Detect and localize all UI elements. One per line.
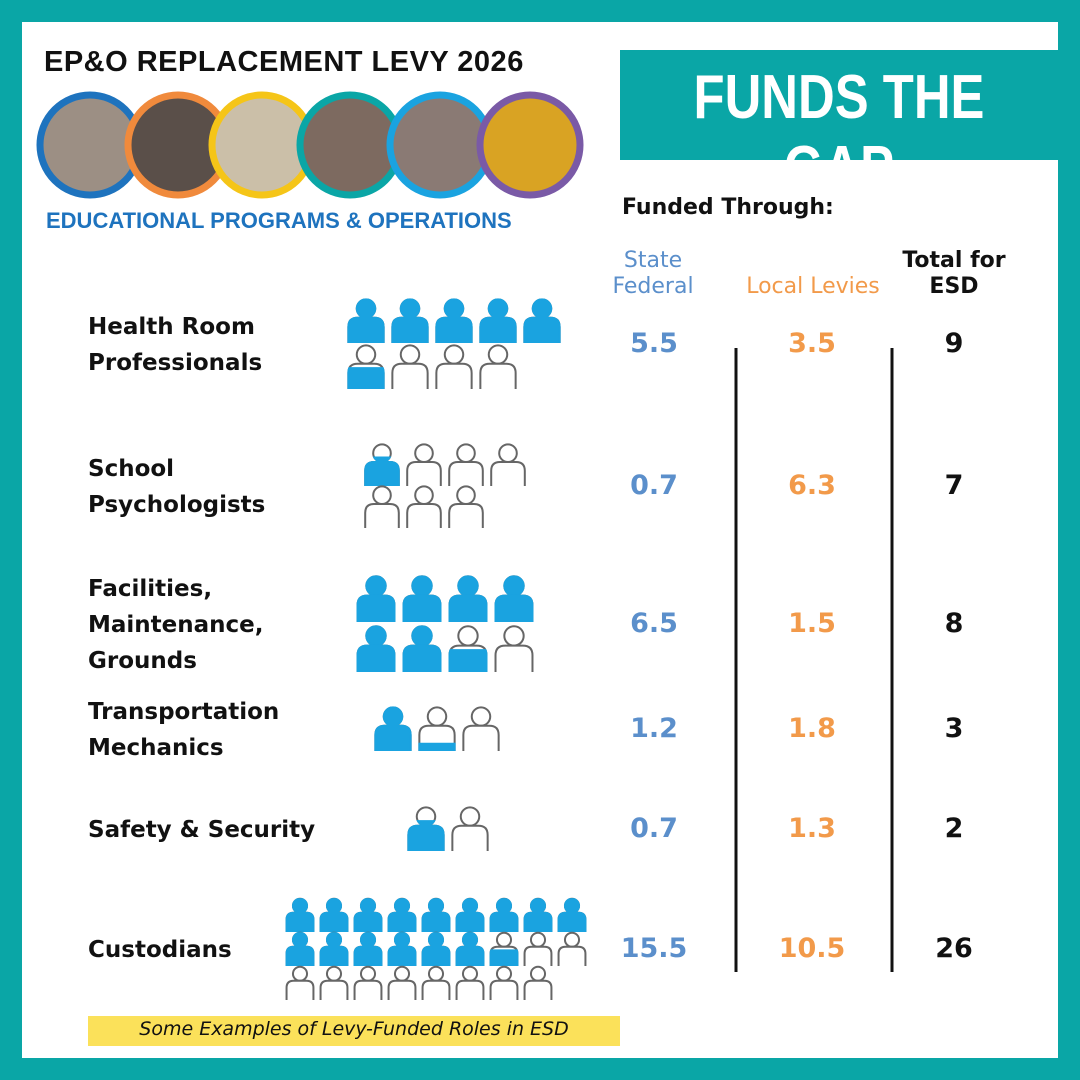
state-value: 0.7 [630,813,678,844]
person-icon [402,575,442,622]
state-value: 5.5 [630,328,678,359]
person-icon [353,931,383,966]
role-label: School Psychologists [88,456,266,518]
role-label: Custodians [88,937,232,963]
local-value: 1.3 [788,813,836,844]
person-icon [407,806,445,851]
local-value: 6.3 [788,470,836,501]
person-icon [406,485,442,528]
person-icon [421,931,451,966]
person-icon [319,965,349,1000]
role-label: Safety & Security [88,817,316,843]
local-value: 1.5 [788,608,836,639]
person-icon [364,443,400,486]
person-icon [347,298,385,343]
total-value: 2 [944,813,964,844]
subtitle: EDUCATIONAL PROGRAMS & OPERATIONS [46,208,512,233]
person-icon [489,897,519,932]
person-icon [494,625,534,672]
role-label: Health Room Professionals [88,314,263,376]
person-icon [391,298,429,343]
person-icon [387,931,417,966]
footnote: Some Examples of Levy-Funded Roles in ES… [139,1018,569,1040]
local-value: 3.5 [788,328,836,359]
pictogram [285,897,587,1000]
state-value: 6.5 [630,608,678,639]
person-icon [448,575,488,622]
pictogram [374,706,500,751]
person-icon [319,897,349,932]
pictogram [347,298,561,389]
person-icon [462,706,500,751]
local-value: 1.8 [788,713,836,744]
column-header: State Federal [612,248,694,299]
person-icon [557,931,587,966]
role-label: Transportation Mechanics [88,699,280,761]
state-value: 15.5 [620,933,688,964]
banner: FUNDS THE GAP [693,63,985,203]
person-icon [285,965,315,1000]
pictogram [364,443,526,528]
person-icon [435,298,473,343]
title: EP&O REPLACEMENT LEVY 2026 [44,46,524,78]
person-icon [285,897,315,932]
total-value: 8 [944,608,964,639]
person-icon [557,897,587,932]
person-icon [285,931,315,966]
person-icon [479,344,517,389]
person-icon [455,897,485,932]
person-icon [523,931,553,966]
total-value: 7 [944,470,964,501]
person-icon [374,706,412,751]
total-value: 26 [935,933,973,964]
column-header: Total for ESD [902,248,1006,299]
person-icon [391,344,429,389]
person-icon [406,443,442,486]
person-icon [523,298,561,343]
caption: Funded Through: [622,195,834,220]
total-value: 3 [944,713,964,744]
person-icon [347,344,385,389]
person-icon [402,625,442,672]
person-icon [421,965,451,1000]
state-value: 1.2 [630,713,678,744]
person-icon [421,897,451,932]
person-icon [364,485,400,528]
person-icon [356,625,396,672]
person-icon [448,443,484,486]
person-icon [455,931,485,966]
pictogram [356,575,534,672]
person-icon [387,965,417,1000]
column-header: Local Levies [746,274,880,299]
person-icon [353,897,383,932]
person-icon [448,625,488,672]
footnote-box [88,1016,620,1046]
photo-strip [36,91,584,199]
person-icon [448,485,484,528]
pictogram [407,806,489,851]
person-icon [435,344,473,389]
person-icon [523,897,553,932]
person-icon [489,931,519,966]
banner-box [620,50,1058,160]
person-icon [490,443,526,486]
person-icon [319,931,349,966]
person-icon [353,965,383,1000]
person-icon [479,298,517,343]
state-value: 0.7 [630,470,678,501]
total-value: 9 [944,328,964,359]
person-icon [489,965,519,1000]
person-icon [455,965,485,1000]
person-icon [356,575,396,622]
role-label: Facilities, Maintenance, Grounds [88,576,264,674]
local-value: 10.5 [778,933,846,964]
person-icon [523,965,553,1000]
person-icon [387,897,417,932]
person-icon [494,575,534,622]
person-icon [418,706,456,751]
person-icon [451,806,489,851]
